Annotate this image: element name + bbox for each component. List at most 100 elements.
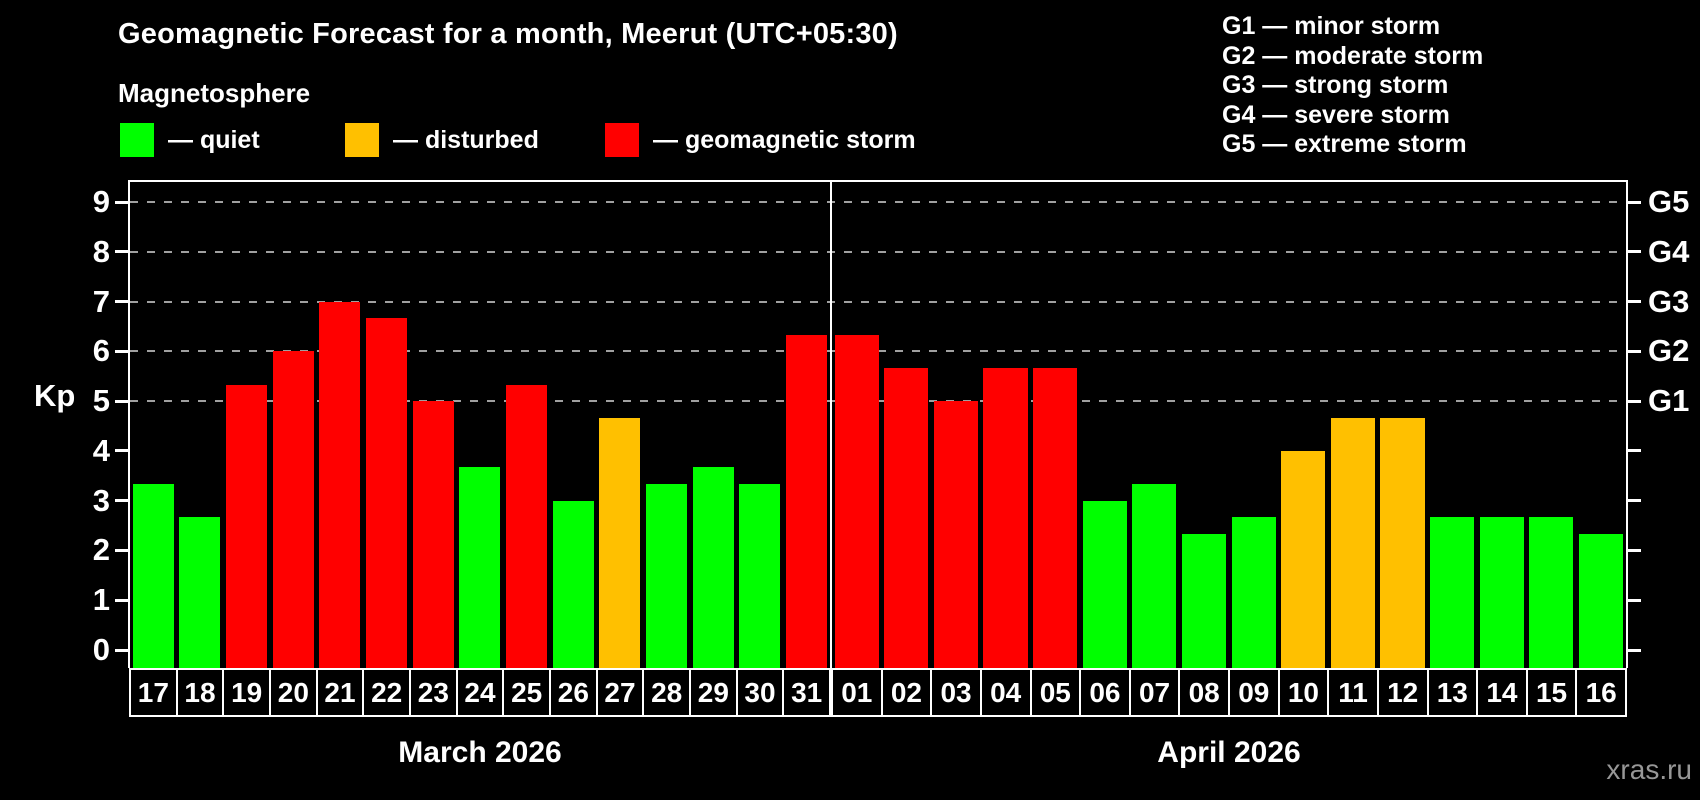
y-tick-right [1628, 300, 1641, 304]
day-label-box: 14 [1476, 668, 1528, 717]
plot-frame-left [128, 180, 130, 668]
day-label-box: 22 [362, 668, 411, 717]
day-label-box: 07 [1128, 668, 1181, 717]
y-tick-label: 5 [92, 383, 110, 419]
g-tick-label: G3 [1648, 283, 1690, 319]
y-tick-left [115, 200, 128, 204]
day-label-box: 06 [1079, 668, 1131, 717]
day-label-box: 30 [735, 668, 785, 717]
y-tick-right [1628, 449, 1641, 453]
y-tick-label: 6 [92, 333, 110, 369]
kp-bar-april-01 [834, 334, 879, 668]
day-axis: 17 18 19 20 21 22 23 24 25 26 27 28 29 30 31 01 02 03 04 05… [129, 668, 1627, 717]
day-label-box: 24 [455, 668, 505, 717]
kp-bar-march-28 [645, 484, 687, 668]
legend-item-quiet: — quiet [120, 122, 260, 158]
g-tick-label: G2 [1648, 333, 1690, 369]
day-label-box: 26 [549, 668, 598, 717]
day-label-box: 28 [642, 668, 691, 717]
kp-bar-march-27 [599, 417, 641, 668]
day-label-box: 29 [689, 668, 738, 717]
y-tick-left [115, 648, 128, 652]
chart-title: Geomagnetic Forecast for a month, Meerut… [118, 18, 898, 50]
y-tick-label: 2 [92, 532, 110, 568]
kp-bar-march-21 [319, 301, 361, 668]
day-label-box: 27 [595, 668, 645, 717]
g-legend-line: G2 — moderate storm [1222, 41, 1484, 70]
kp-bar-april-14 [1479, 517, 1524, 668]
kp-bar-april-03 [933, 401, 978, 668]
y-tick-right [1628, 548, 1641, 552]
kp-bar-april-04 [983, 367, 1028, 668]
day-label-box: 03 [930, 668, 982, 717]
month-divider-line [830, 182, 832, 668]
kp-bar-april-09 [1231, 517, 1276, 668]
day-label-box: 05 [1029, 668, 1082, 717]
g-legend-line: G3 — strong storm [1222, 71, 1449, 99]
day-label-box: 19 [222, 668, 271, 717]
kp-bar-march-24 [459, 467, 501, 668]
day-label-box: 21 [315, 668, 365, 717]
kp-bar-april-07 [1132, 484, 1177, 668]
kp-bar-march-17 [132, 484, 174, 668]
quiet-swatch-icon [120, 123, 154, 157]
day-label-box: 16 [1575, 668, 1627, 717]
day-label-box: 20 [269, 668, 318, 717]
y-tick-label: 0 [92, 632, 110, 667]
legend-item-disturbed: — disturbed [345, 122, 539, 158]
y-tick-label: 9 [92, 184, 110, 219]
kp-bar-april-16 [1578, 534, 1623, 668]
y-tick-right [1628, 399, 1641, 403]
g-legend-line: G5 — extreme storm [1222, 130, 1467, 158]
g-scale-legend: G1 — minor storm G2 — moderate storm G3 — … [1222, 12, 1483, 160]
plot-frame-top [128, 180, 1628, 182]
y-tick-right [1628, 499, 1641, 503]
day-label-box: 02 [880, 668, 933, 717]
day-label-box: 23 [409, 668, 458, 717]
legend-label: — quiet [168, 125, 260, 154]
legend-item-storm: — geomagnetic storm [605, 122, 916, 158]
day-label-box: 12 [1376, 668, 1429, 717]
y-tick-right [1628, 250, 1641, 254]
g-legend-line: G1 — minor storm [1222, 12, 1441, 40]
kp-bar-april-06 [1082, 500, 1127, 668]
kp-bar-march-26 [552, 500, 594, 668]
storm-swatch-icon [605, 123, 639, 157]
g-legend-line: G4 — severe storm [1222, 100, 1450, 129]
y-tick-label: 4 [92, 432, 110, 468]
kp-bar-april-10 [1281, 450, 1326, 668]
month-label: March 2026 [398, 736, 562, 769]
y-axis-label: Kp [34, 378, 76, 413]
watermark: xras.ru [1606, 754, 1692, 785]
y-tick-left [115, 300, 128, 304]
y-tick-left [115, 499, 128, 503]
disturbed-swatch-icon [345, 123, 379, 157]
y-tick-label: 7 [92, 283, 110, 319]
day-label-box: 04 [979, 668, 1032, 717]
y-tick-right [1628, 598, 1641, 602]
day-label-box: 17 [129, 668, 178, 717]
kp-bar-april-15 [1529, 517, 1574, 668]
y-tick-right [1628, 200, 1641, 204]
month-label: April 2026 [1157, 736, 1301, 769]
kp-bar-march-20 [272, 351, 314, 668]
kp-bar-march-29 [692, 467, 734, 668]
kp-bar-april-12 [1380, 417, 1425, 668]
day-label-box: 11 [1327, 668, 1379, 717]
day-label-box: 18 [175, 668, 225, 717]
plot-frame-right [1626, 180, 1628, 668]
y-tick-label: 1 [92, 582, 110, 618]
day-label-box: 15 [1525, 668, 1578, 717]
legend-label: — disturbed [393, 125, 539, 154]
g-tick-label: G1 [1648, 383, 1690, 419]
gridline-kp8 [130, 250, 1626, 253]
kp-bar-march-25 [505, 384, 547, 668]
kp-bar-april-05 [1033, 367, 1078, 668]
y-tick-left [115, 250, 128, 254]
legend-label: — geomagnetic storm [653, 125, 916, 154]
kp-bar-april-02 [884, 367, 929, 668]
kp-bar-march-23 [412, 401, 454, 668]
y-tick-left [115, 598, 128, 602]
y-tick-left [115, 449, 128, 453]
